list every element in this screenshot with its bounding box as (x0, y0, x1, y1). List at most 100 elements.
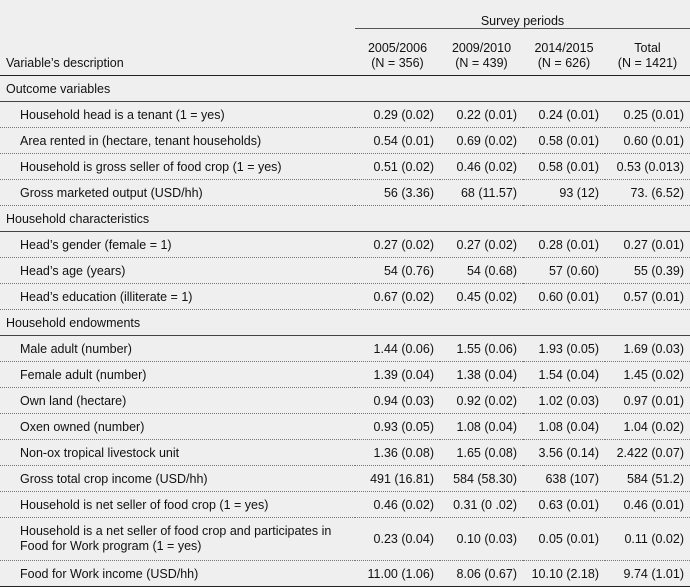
row-label: Head’s gender (female = 1) (0, 231, 355, 258)
cell: 1.44 (0.06) (355, 335, 440, 362)
cell: 0.69 (0.02) (440, 127, 523, 154)
cell: 0.11 (0.02) (605, 517, 690, 561)
row-label: Household head is a tenant (1 = yes) (0, 101, 355, 128)
header-row: Variable’s description Survey periods (0, 0, 690, 76)
cell: 0.63 (0.01) (523, 491, 605, 518)
text: (N = 1421) (617, 56, 678, 70)
cell: 1.45 (0.02) (605, 361, 690, 388)
cell: 1.38 (0.04) (440, 361, 523, 388)
data-row: Household is a net seller of food crop a… (0, 517, 690, 561)
cell: 0.46 (0.01) (605, 491, 690, 518)
cell: 0.54 (0.01) (355, 127, 440, 154)
group-header: Survey periods (355, 0, 690, 29)
data-row: Head’s gender (female = 1) 0.27 (0.02) 0.2… (0, 231, 690, 258)
text: 2005/2006 (367, 41, 428, 55)
cell: 0.23 (0.04) (355, 517, 440, 561)
cell: 3.56 (0.14) (523, 439, 605, 466)
row-label: Oxen owned (number) (0, 413, 355, 440)
row-label: Non-ox tropical livestock unit (0, 439, 355, 466)
cell: 57 (0.60) (523, 257, 605, 284)
row-label: Gross marketed output (USD/hh) (0, 179, 355, 206)
data-row: Non-ox tropical livestock unit 1.36 (0.08… (0, 439, 690, 466)
cell: 55 (0.39) (605, 257, 690, 284)
text: (N = 439) (455, 56, 508, 70)
data-row: Area rented in (hectare, tenant househol… (0, 127, 690, 154)
cell: 10.10 (2.18) (523, 560, 605, 587)
text: 2014/2015 (534, 41, 594, 55)
data-row: Head’s age (years) 54 (0.76) 54 (0.68) 57 (… (0, 257, 690, 284)
cell: 0.10 (0.03) (440, 517, 523, 561)
column-header: Total (N = 1421) (605, 28, 690, 76)
row-label: Household is a net seller of food crop a… (0, 517, 355, 561)
cell: 1.08 (0.04) (523, 413, 605, 440)
text: (N = 356) (371, 56, 424, 70)
row-label: Household is net seller of food crop (1 … (0, 491, 355, 518)
text: 2009/2010 (451, 41, 512, 55)
cell: 0.22 (0.01) (440, 101, 523, 128)
cell: 0.60 (0.01) (523, 283, 605, 310)
cell: 0.27 (0.02) (440, 231, 523, 258)
data-row: Food for Work income (USD/hh) 11.00 (1.06… (0, 560, 690, 587)
cell: 0.28 (0.01) (523, 231, 605, 258)
cell: 1.54 (0.04) (523, 361, 605, 388)
cell: 93 (12) (523, 179, 605, 206)
cell: 0.97 (0.01) (605, 387, 690, 414)
cell: 1.55 (0.06) (440, 335, 523, 362)
cell: 1.04 (0.02) (605, 413, 690, 440)
table-body: Outcome variables Household head is a ten… (0, 75, 690, 587)
cell: 584 (51.2) (605, 465, 690, 492)
row-label: Male adult (number) (0, 335, 355, 362)
data-row: Household is net seller of food crop (1 … (0, 491, 690, 518)
variable-header: Variable’s description (0, 0, 355, 76)
cell: 54 (0.68) (440, 257, 523, 284)
cell: 0.60 (0.01) (605, 127, 690, 154)
row-label: Head’s education (illiterate = 1) (0, 283, 355, 310)
cell: 0.67 (0.02) (355, 283, 440, 310)
section-title: Household characteristics (0, 205, 690, 232)
cell: 638 (107) (523, 465, 605, 492)
cell: 0.05 (0.01) (523, 517, 605, 561)
text: Total (634, 41, 661, 55)
cell: 0.58 (0.01) (523, 153, 605, 180)
cell: 0.92 (0.02) (440, 387, 523, 414)
cell: 54 (0.76) (355, 257, 440, 284)
section-row: Household characteristics (0, 205, 690, 232)
cell: 9.74 (1.01) (605, 560, 690, 587)
cell: 0.57 (0.01) (605, 283, 690, 310)
cell: 1.93 (0.05) (523, 335, 605, 362)
row-label: Household is gross seller of food crop (… (0, 153, 355, 180)
cell: 8.06 (0.67) (440, 560, 523, 587)
column-header: 2009/2010 (N = 439) (440, 28, 523, 76)
row-label: Own land (hectare) (0, 387, 355, 414)
data-row: Gross marketed output (USD/hh) 56 (3.36) 6… (0, 179, 690, 206)
data-row: Household head is a tenant (1 = yes) 0.29… (0, 101, 690, 128)
data-row: Household is gross seller of food crop (… (0, 153, 690, 180)
cell: 1.02 (0.03) (523, 387, 605, 414)
row-label: Gross total crop income (USD/hh) (0, 465, 355, 492)
cell: 0.46 (0.02) (355, 491, 440, 518)
row-label: Head’s age (years) (0, 257, 355, 284)
cell: 0.24 (0.01) (523, 101, 605, 128)
cell: 0.53 (0.013) (605, 153, 690, 180)
cell: 0.46 (0.02) (440, 153, 523, 180)
data-row: Oxen owned (number) 0.93 (0.05) 1.08 (0.04… (0, 413, 690, 440)
cell: 68 (11.57) (440, 179, 523, 206)
column-header-row: 2005/2006 (N = 356) 2009/2010 (N = 439) 2014… (0, 28, 690, 76)
data-row: Gross total crop income (USD/hh) 491 (16.… (0, 465, 690, 492)
section-title: Household endowments (0, 309, 690, 336)
cell: 1.08 (0.04) (440, 413, 523, 440)
cell: 73. (6.52) (605, 179, 690, 206)
cell: 0.93 (0.05) (355, 413, 440, 440)
text: (N = 626) (537, 56, 591, 70)
row-label: Female adult (number) (0, 361, 355, 388)
cell: 0.94 (0.03) (355, 387, 440, 414)
cell: 0.29 (0.02) (355, 101, 440, 128)
data-row: Own land (hectare) 0.94 (0.03) 0.92 (0.02)… (0, 387, 690, 414)
section-row: Household endowments (0, 309, 690, 336)
cell: 0.58 (0.01) (523, 127, 605, 154)
cell: 1.39 (0.04) (355, 361, 440, 388)
data-row: Female adult (number) 1.39 (0.04) 1.38 (0.… (0, 361, 690, 388)
cell: 0.45 (0.02) (440, 283, 523, 310)
row-label: Area rented in (hectare, tenant househol… (0, 127, 355, 154)
